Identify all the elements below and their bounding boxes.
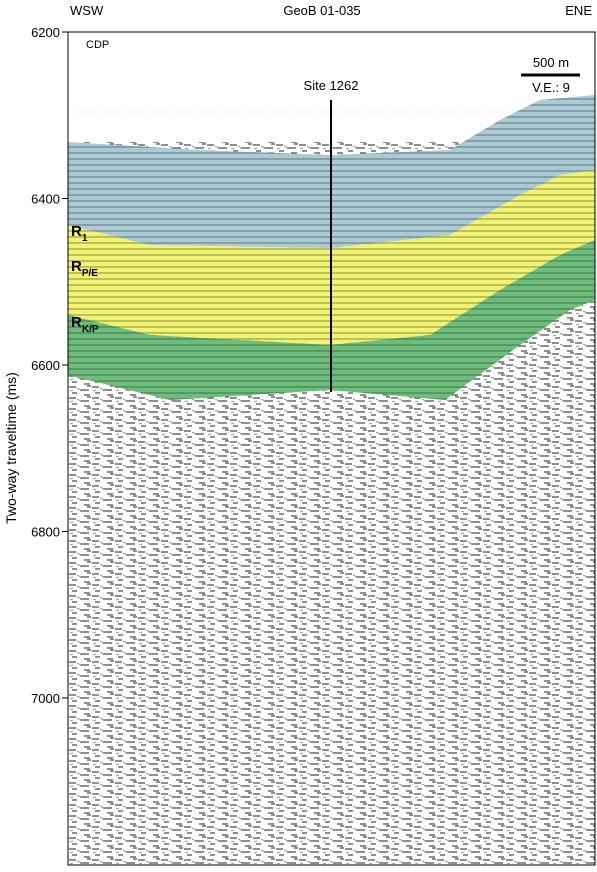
reflector-subscript: P/E <box>82 268 98 279</box>
direction-right: ENE <box>565 3 592 18</box>
reflector-label: RP/E <box>71 258 98 279</box>
tick-label: 6400 <box>31 192 60 207</box>
profile-title: GeoB 01-035 <box>283 3 360 18</box>
site-label: Site 1262 <box>304 78 359 93</box>
reflector-subscript: K/P <box>82 324 99 335</box>
y-ticks: 6200 6400 6600 6800 7000 <box>31 25 68 706</box>
scale-label: 500 m <box>533 55 569 70</box>
y-axis-label: Two-way traveltime (ms) <box>3 372 19 524</box>
reflector-label: RK/P <box>71 314 99 335</box>
reflector-letter: R <box>71 314 82 331</box>
tick-label: 6800 <box>31 525 60 540</box>
tick-label: 6600 <box>31 358 60 373</box>
frame <box>67 31 596 866</box>
reflector-label: R1 <box>71 223 88 244</box>
reflector-letter: R <box>71 223 82 240</box>
reflector-letter: R <box>71 258 82 275</box>
ve-label: V.E.: 9 <box>532 80 570 95</box>
cdp-label: CDP <box>86 39 109 51</box>
tick-label: 7000 <box>31 691 60 706</box>
reflector-subscript: 1 <box>82 233 88 244</box>
direction-left: WSW <box>70 3 104 18</box>
tick-label: 6200 <box>31 25 60 40</box>
